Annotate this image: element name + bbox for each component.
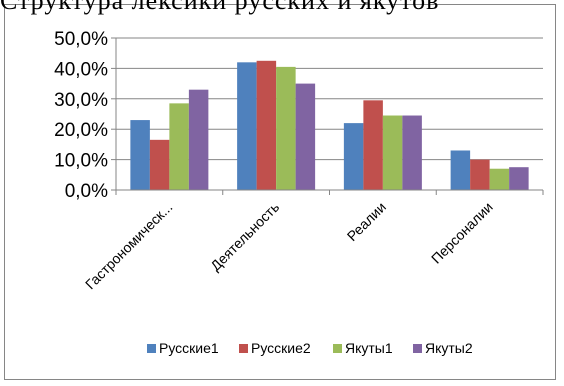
y-tick-label: 20,0% xyxy=(54,120,108,141)
bar xyxy=(149,139,170,190)
bar xyxy=(343,123,364,190)
x-axis xyxy=(115,38,544,195)
bar xyxy=(402,115,422,190)
x-tick-label: Персоналии xyxy=(428,199,496,267)
bar xyxy=(169,103,189,190)
bar xyxy=(256,60,277,190)
legend: Русские1 Русские2 Якуты1 Якуты2 xyxy=(147,340,473,356)
clipped-heading-text: Структура лексики русских и якутов xyxy=(0,0,440,15)
legend-label: Якуты1 xyxy=(345,340,393,356)
chart-frame xyxy=(4,4,556,380)
bars xyxy=(130,60,529,190)
x-tick-label: Реалии xyxy=(344,199,389,244)
legend-label: Русские1 xyxy=(159,340,219,356)
bar xyxy=(130,120,150,190)
bar xyxy=(188,89,209,190)
y-tick-label: 40,0% xyxy=(54,59,108,80)
bar xyxy=(382,115,403,190)
y-tick-label: 30,0% xyxy=(54,90,108,111)
y-axis-ticks: 0,0% 10,0% 20,0% 30,0% 40,0% 50,0% xyxy=(54,29,116,202)
y-tick-label: 0,0% xyxy=(65,181,108,202)
bar xyxy=(237,62,257,190)
bar xyxy=(295,83,316,190)
legend-label: Русские2 xyxy=(251,340,311,356)
bar xyxy=(363,100,383,190)
bar xyxy=(470,159,490,190)
x-tick-label: Гастрономическ... xyxy=(82,199,176,293)
legend-swatch xyxy=(413,344,422,353)
legend-swatch xyxy=(333,344,342,353)
bar xyxy=(489,168,510,190)
bar xyxy=(509,167,529,190)
bar xyxy=(276,66,296,190)
x-axis-ticks: Гастрономическ... Деятельность Реалии Персо… xyxy=(82,199,496,293)
y-tick-label: 50,0% xyxy=(54,29,108,50)
x-tick-label: Деятельность xyxy=(207,199,282,274)
y-tick-label: 10,0% xyxy=(54,151,108,172)
legend-swatch xyxy=(239,344,248,353)
bar xyxy=(450,150,471,190)
legend-swatch xyxy=(147,344,156,353)
legend-label: Якуты2 xyxy=(425,340,473,356)
